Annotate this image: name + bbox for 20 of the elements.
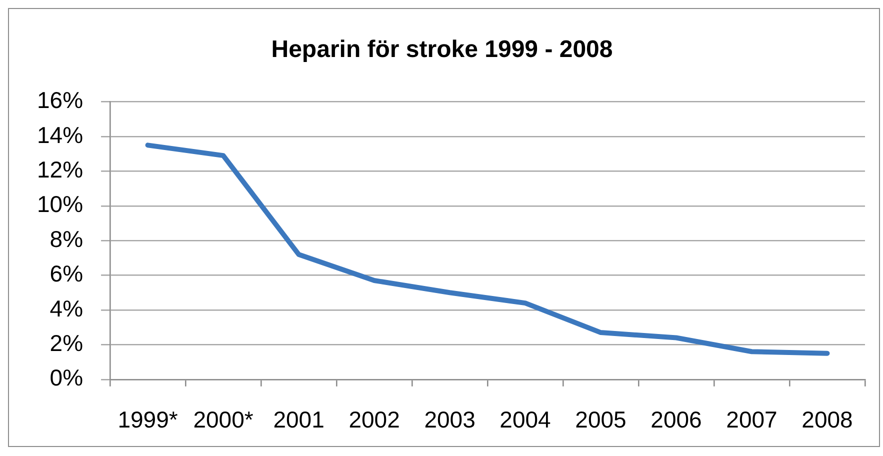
y-tick-label: 4% bbox=[50, 295, 84, 322]
y-tick-label: 2% bbox=[50, 330, 84, 356]
x-tick-label: 1999* bbox=[118, 406, 178, 433]
y-tick-label: 6% bbox=[50, 260, 84, 287]
chart-title: Heparin för stroke 1999 - 2008 bbox=[271, 36, 613, 64]
x-tick-label: 2005 bbox=[575, 406, 626, 433]
x-tick-label: 2002 bbox=[348, 406, 400, 433]
y-tick-label: 12% bbox=[36, 156, 84, 183]
y-tick-label: 16% bbox=[36, 87, 84, 114]
x-tick-label: 2007 bbox=[726, 406, 778, 433]
x-tick-label: 2000* bbox=[193, 406, 254, 433]
x-tick-label: 2004 bbox=[500, 406, 552, 433]
x-tick-label: 2008 bbox=[802, 406, 853, 433]
y-tick-label: 10% bbox=[36, 191, 84, 218]
y-tick-label: 14% bbox=[36, 122, 84, 148]
x-tick-label: 2001 bbox=[273, 406, 324, 433]
x-tick-label: 2006 bbox=[650, 406, 702, 433]
y-tick-label: 0% bbox=[50, 364, 84, 391]
y-tick-label: 8% bbox=[50, 226, 84, 252]
x-tick-label: 2003 bbox=[424, 406, 476, 433]
